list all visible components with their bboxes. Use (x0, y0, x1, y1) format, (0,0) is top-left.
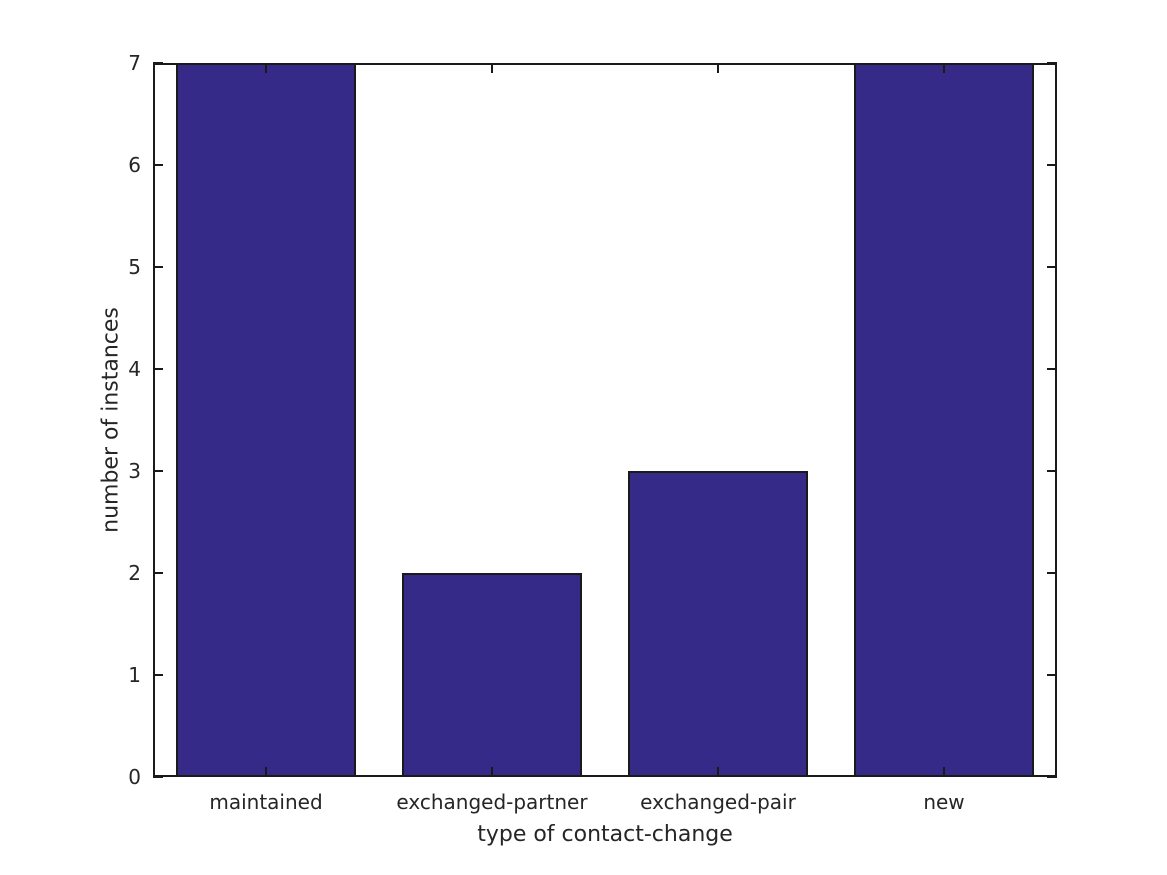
axis-tick-mark (153, 368, 163, 370)
axis-tick-mark (153, 674, 163, 676)
axis-tick-mark (1047, 164, 1057, 166)
axis-tick-mark (1047, 266, 1057, 268)
axis-tick-mark (1047, 674, 1057, 676)
y-tick-label-0: 0 (128, 765, 141, 789)
axis-tick-mark (943, 63, 945, 73)
axis-tick-mark (265, 767, 267, 777)
axis-tick-mark (491, 63, 493, 73)
bar-maintained (175, 63, 357, 777)
axis-tick-mark (717, 63, 719, 73)
axis-tick-mark (717, 767, 719, 777)
axis-tick-mark (153, 266, 163, 268)
axis-tick-mark (1047, 368, 1057, 370)
x-tick-label-maintained: maintained (209, 790, 323, 814)
y-tick-label-7: 7 (128, 51, 141, 75)
axis-tick-mark (153, 470, 163, 472)
x-axis-label: type of contact-change (477, 822, 733, 847)
bar-exchanged-pair (627, 471, 809, 777)
y-axis-label: number of instances (98, 307, 124, 533)
y-tick-label-6: 6 (128, 153, 141, 177)
y-tick-label-4: 4 (128, 357, 141, 381)
axis-tick-mark (153, 164, 163, 166)
x-tick-label-exchanged-partner: exchanged-partner (396, 790, 588, 814)
y-tick-label-3: 3 (128, 459, 141, 483)
axis-tick-mark (1047, 776, 1057, 778)
x-tick-label-exchanged-pair: exchanged-pair (640, 790, 796, 814)
axis-tick-mark (153, 776, 163, 778)
axis-tick-mark (153, 572, 163, 574)
axis-tick-mark (943, 767, 945, 777)
axis-tick-mark (1047, 470, 1057, 472)
x-tick-label-new: new (923, 790, 965, 814)
bar-exchanged-partner (401, 573, 583, 777)
axis-tick-mark (1047, 572, 1057, 574)
axis-tick-mark (265, 63, 267, 73)
axis-tick-mark (491, 767, 493, 777)
y-tick-label-2: 2 (128, 561, 141, 585)
axis-tick-mark (153, 62, 163, 64)
y-tick-label-5: 5 (128, 255, 141, 279)
y-tick-label-1: 1 (128, 663, 141, 687)
axis-tick-mark (1047, 62, 1057, 64)
bar-new (853, 63, 1035, 777)
